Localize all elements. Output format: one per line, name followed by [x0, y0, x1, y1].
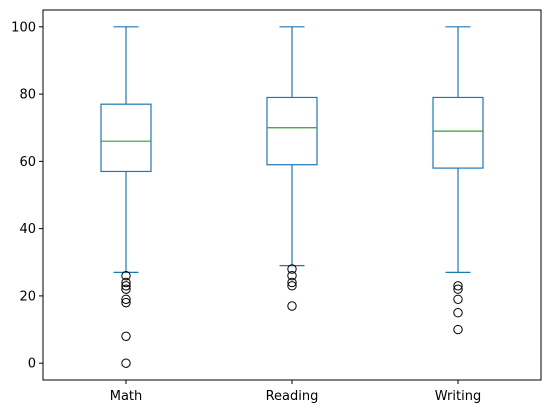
outlier-point [453, 308, 463, 318]
outlier-point [121, 284, 131, 294]
outlier-point [121, 281, 131, 291]
y-tick-label: 80 [19, 88, 36, 103]
box-reading [266, 26, 318, 311]
y-axis: 0 20 40 60 80 100 [11, 20, 43, 372]
iqr-box [100, 103, 152, 173]
outlier-point [287, 264, 297, 274]
outlier-point [121, 297, 131, 308]
x-axis: Math Reading Writing [110, 380, 481, 404]
box-writing [432, 26, 484, 335]
outlier-point [121, 271, 131, 281]
iqr-box [432, 96, 484, 169]
iqr-box [266, 96, 318, 166]
outlier-point [287, 281, 297, 291]
y-tick-label: 60 [19, 155, 36, 170]
outlier-point [121, 331, 131, 341]
outlier-point [453, 281, 463, 291]
outlier-point [453, 284, 463, 294]
outlier-point [287, 277, 297, 288]
outlier-point [121, 294, 131, 304]
x-tick-label-reading: Reading [266, 389, 319, 404]
box-math [100, 26, 152, 368]
outlier-point [287, 301, 297, 311]
x-tick-label-writing: Writing [435, 389, 481, 404]
outlier-point [121, 358, 131, 368]
y-tick-label: 40 [19, 222, 36, 237]
y-tick-label: 100 [11, 20, 36, 35]
plot-frame [42, 9, 542, 381]
boxes-group [100, 26, 484, 368]
y-tick-label: 20 [19, 289, 36, 304]
outlier-point [453, 294, 463, 304]
outlier-point [287, 271, 297, 281]
x-tick-label-math: Math [110, 389, 143, 404]
y-tick-label: 0 [28, 357, 36, 372]
outlier-point [121, 277, 131, 288]
outlier-point [453, 324, 463, 335]
